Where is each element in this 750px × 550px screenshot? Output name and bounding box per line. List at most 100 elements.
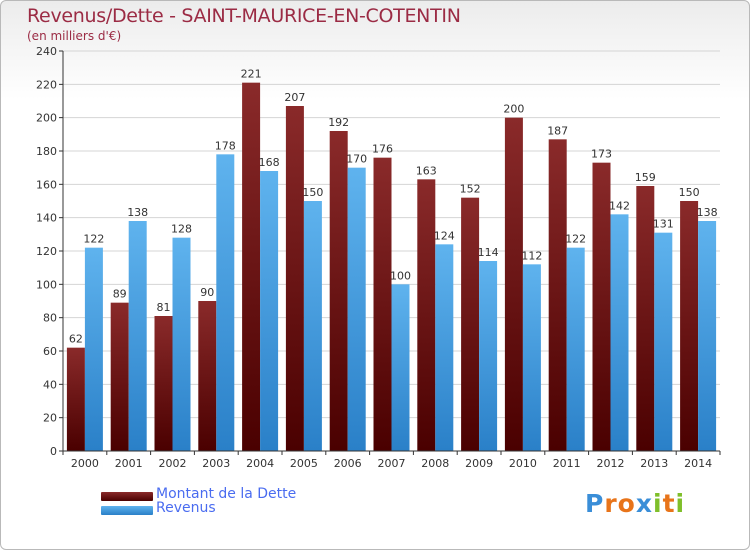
bar-dette-2010 bbox=[504, 117, 523, 452]
x-tick-label: 2004 bbox=[246, 457, 274, 470]
x-tick-label: 2007 bbox=[378, 457, 406, 470]
logo-letter: r bbox=[604, 489, 618, 518]
bar-dette-2004 bbox=[242, 82, 261, 452]
y-tick-label: 220 bbox=[36, 78, 57, 91]
data-label-revenus-2007: 100 bbox=[390, 269, 411, 282]
legend-label-dette: Montant de la Dette bbox=[156, 486, 297, 502]
data-label-dette-2006: 192 bbox=[328, 116, 349, 129]
x-tick-label: 2011 bbox=[553, 457, 581, 470]
bar-revenus-2005 bbox=[303, 201, 322, 451]
bar-revenus-2009 bbox=[479, 261, 498, 451]
data-label-revenus-2008: 124 bbox=[434, 229, 455, 242]
x-tick-label: 2010 bbox=[509, 457, 537, 470]
bar-dette-2006 bbox=[329, 131, 348, 451]
bar-dette-2002 bbox=[154, 316, 173, 451]
legend-label-revenus: Revenus bbox=[156, 500, 216, 516]
data-label-revenus-2009: 114 bbox=[478, 246, 499, 259]
data-label-revenus-2012: 142 bbox=[609, 199, 630, 212]
bar-revenus-2010 bbox=[522, 264, 541, 451]
data-label-dette-2010: 200 bbox=[503, 103, 524, 116]
legend-swatch-revenus bbox=[101, 506, 153, 515]
legend-swatch-dette bbox=[101, 492, 153, 501]
data-label-dette-2001: 89 bbox=[113, 288, 127, 301]
y-tick-label: 80 bbox=[43, 312, 57, 325]
bar-dette-2000 bbox=[66, 347, 85, 451]
y-tick-label: 160 bbox=[36, 178, 57, 191]
bar-revenus-2002 bbox=[172, 237, 191, 451]
data-label-revenus-2001: 138 bbox=[127, 206, 148, 219]
bar-dette-2009 bbox=[461, 197, 480, 451]
x-tick-label: 2012 bbox=[597, 457, 625, 470]
y-tick-label: 180 bbox=[36, 145, 57, 158]
x-tick-label: 2003 bbox=[202, 457, 230, 470]
y-tick-label: 240 bbox=[36, 45, 57, 58]
data-label-revenus-2000: 122 bbox=[83, 233, 104, 246]
data-label-revenus-2014: 138 bbox=[697, 206, 718, 219]
data-label-dette-2002: 81 bbox=[157, 301, 171, 314]
logo-letter: i bbox=[675, 489, 686, 518]
bar-revenus-2014 bbox=[698, 221, 717, 451]
data-label-revenus-2010: 112 bbox=[521, 249, 542, 262]
bar-revenus-2000 bbox=[84, 247, 103, 451]
data-label-dette-2012: 173 bbox=[591, 148, 612, 161]
bar-revenus-2011 bbox=[566, 247, 585, 451]
y-tick-label: 140 bbox=[36, 212, 57, 225]
x-tick-label: 2013 bbox=[640, 457, 668, 470]
y-tick-label: 0 bbox=[50, 445, 57, 458]
y-tick-label: 60 bbox=[43, 345, 57, 358]
x-tick-label: 2005 bbox=[290, 457, 318, 470]
chart-subtitle: (en milliers d'€) bbox=[27, 29, 122, 43]
bar-revenus-2006 bbox=[347, 167, 366, 451]
x-tick-label: 2000 bbox=[71, 457, 99, 470]
bar-dette-2012 bbox=[592, 162, 611, 451]
y-tick-label: 120 bbox=[36, 245, 57, 258]
bar-dette-2001 bbox=[110, 302, 129, 451]
x-tick-label: 2001 bbox=[115, 457, 143, 470]
data-label-revenus-2006: 170 bbox=[346, 153, 367, 166]
proxiti-logo: Proxiti bbox=[585, 489, 685, 518]
data-label-dette-2003: 90 bbox=[200, 286, 214, 299]
data-label-dette-2008: 163 bbox=[416, 164, 437, 177]
data-label-dette-2011: 187 bbox=[547, 124, 568, 137]
x-tick-label: 2008 bbox=[421, 457, 449, 470]
x-tick-label: 2002 bbox=[159, 457, 187, 470]
data-label-dette-2004: 221 bbox=[241, 68, 262, 81]
data-label-dette-2013: 159 bbox=[635, 171, 656, 184]
bar-dette-2007 bbox=[373, 157, 392, 451]
bar-dette-2008 bbox=[417, 179, 436, 452]
x-tick-label: 2014 bbox=[684, 457, 712, 470]
bar-revenus-2008 bbox=[435, 244, 454, 451]
logo-letter: t bbox=[662, 489, 676, 518]
data-label-revenus-2013: 131 bbox=[653, 218, 674, 231]
bar-revenus-2007 bbox=[391, 284, 410, 451]
data-label-revenus-2003: 178 bbox=[215, 139, 236, 152]
logo-letter: i bbox=[653, 489, 663, 518]
logo-letter: P bbox=[585, 489, 605, 518]
data-label-revenus-2004: 168 bbox=[259, 156, 280, 169]
logo-letter: o bbox=[617, 489, 636, 518]
y-tick-label: 100 bbox=[36, 278, 57, 291]
data-label-dette-2000: 62 bbox=[69, 333, 83, 346]
x-tick-label: 2006 bbox=[334, 457, 362, 470]
bar-dette-2003 bbox=[198, 301, 217, 451]
data-label-dette-2007: 176 bbox=[372, 143, 393, 156]
y-tick-label: 20 bbox=[43, 412, 57, 425]
bar-dette-2013 bbox=[636, 186, 655, 451]
data-label-revenus-2011: 122 bbox=[565, 233, 586, 246]
data-label-dette-2009: 152 bbox=[460, 183, 481, 196]
bar-dette-2014 bbox=[680, 201, 699, 451]
bar-revenus-2013 bbox=[654, 232, 673, 451]
data-label-revenus-2002: 128 bbox=[171, 223, 192, 236]
y-tick-label: 200 bbox=[36, 112, 57, 125]
bar-dette-2011 bbox=[548, 139, 567, 452]
bar-revenus-2012 bbox=[610, 214, 629, 451]
chart-title: Revenus/Dette - SAINT-MAURICE-EN-COTENTI… bbox=[27, 5, 461, 27]
bar-dette-2005 bbox=[285, 106, 304, 451]
bar-revenus-2001 bbox=[128, 221, 147, 451]
y-tick-label: 40 bbox=[43, 378, 57, 391]
bar-revenus-2004 bbox=[260, 171, 279, 451]
x-tick-label: 2009 bbox=[465, 457, 493, 470]
bar-revenus-2003 bbox=[216, 154, 235, 452]
